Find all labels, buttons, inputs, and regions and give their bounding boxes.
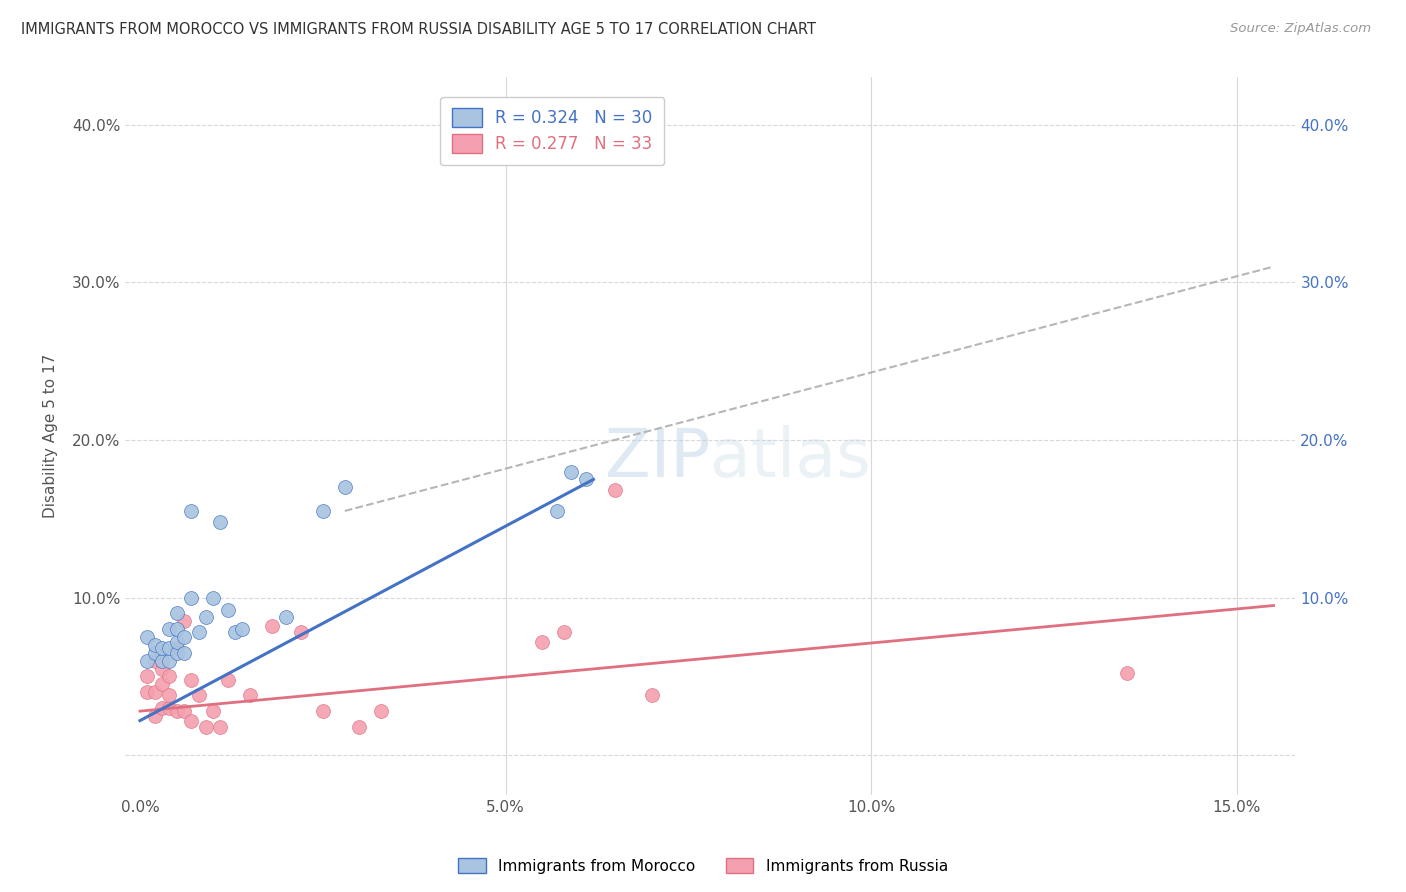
Point	[202, 704, 225, 718]
Point	[150, 641, 173, 656]
Point	[187, 689, 209, 703]
Point	[531, 634, 554, 648]
Point	[194, 720, 217, 734]
Point	[157, 654, 180, 668]
Y-axis label: Disability Age 5 to 17: Disability Age 5 to 17	[44, 354, 58, 518]
Point	[187, 625, 209, 640]
Point	[166, 646, 188, 660]
Point	[150, 677, 173, 691]
Point	[157, 669, 180, 683]
Point	[157, 622, 180, 636]
Point	[546, 504, 568, 518]
Point	[605, 483, 627, 498]
Point	[1116, 666, 1139, 681]
Point	[180, 673, 202, 687]
Point	[180, 591, 202, 605]
Point	[333, 480, 356, 494]
Point	[217, 673, 239, 687]
Point	[180, 714, 202, 728]
Text: ZIP: ZIP	[605, 425, 710, 491]
Point	[166, 704, 188, 718]
Point	[150, 662, 173, 676]
Point	[194, 609, 217, 624]
Point	[136, 654, 159, 668]
Point	[575, 472, 598, 486]
Point	[641, 689, 664, 703]
Legend: Immigrants from Morocco, Immigrants from Russia: Immigrants from Morocco, Immigrants from…	[453, 852, 953, 880]
Point	[560, 465, 582, 479]
Text: IMMIGRANTS FROM MOROCCO VS IMMIGRANTS FROM RUSSIA DISABILITY AGE 5 TO 17 CORRELA: IMMIGRANTS FROM MOROCCO VS IMMIGRANTS FR…	[21, 22, 815, 37]
Legend: R = 0.324   N = 30, R = 0.277   N = 33: R = 0.324 N = 30, R = 0.277 N = 33	[440, 96, 665, 165]
Point	[166, 622, 188, 636]
Point	[136, 669, 159, 683]
Point	[209, 720, 232, 734]
Point	[202, 591, 225, 605]
Point	[312, 704, 335, 718]
Point	[143, 685, 166, 699]
Text: atlas: atlas	[710, 425, 872, 491]
Point	[136, 685, 159, 699]
Point	[157, 701, 180, 715]
Point	[173, 646, 195, 660]
Point	[143, 646, 166, 660]
Point	[349, 720, 371, 734]
Point	[173, 704, 195, 718]
Point	[312, 504, 335, 518]
Point	[224, 625, 246, 640]
Point	[136, 630, 159, 644]
Point	[166, 641, 188, 656]
Point	[150, 701, 173, 715]
Point	[143, 654, 166, 668]
Text: Source: ZipAtlas.com: Source: ZipAtlas.com	[1230, 22, 1371, 36]
Point	[173, 615, 195, 629]
Point	[217, 603, 239, 617]
Point	[143, 638, 166, 652]
Point	[260, 619, 283, 633]
Point	[276, 609, 298, 624]
Point	[290, 625, 312, 640]
Point	[239, 689, 262, 703]
Point	[370, 704, 392, 718]
Point	[180, 504, 202, 518]
Point	[157, 689, 180, 703]
Point	[166, 607, 188, 621]
Point	[157, 641, 180, 656]
Point	[173, 630, 195, 644]
Point	[143, 709, 166, 723]
Point	[231, 622, 253, 636]
Point	[553, 625, 575, 640]
Point	[209, 515, 232, 529]
Point	[166, 634, 188, 648]
Point	[150, 654, 173, 668]
